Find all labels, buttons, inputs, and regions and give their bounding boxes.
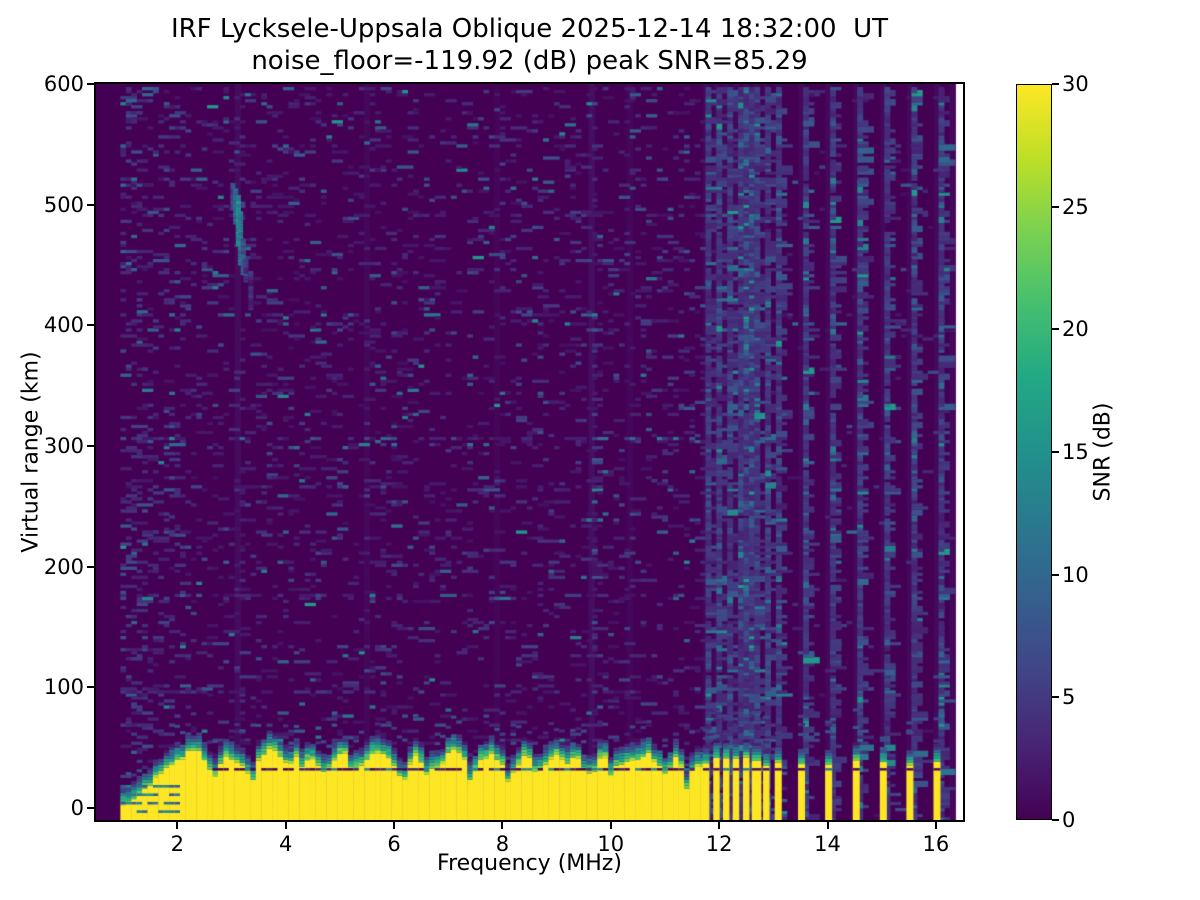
x-tick-label: 16 [922, 832, 950, 856]
y-tick-mark [87, 686, 94, 689]
y-tick-label: 400 [43, 313, 84, 338]
x-tick-label: 2 [170, 832, 184, 856]
x-tick-label: 12 [705, 832, 733, 856]
y-tick-mark [87, 83, 94, 85]
y-tick-mark [87, 565, 94, 568]
y-tick-label: 300 [43, 433, 84, 458]
y-tick-mark [87, 806, 94, 809]
x-tick-mark [826, 822, 829, 829]
x-tick-label: 8 [495, 832, 510, 856]
colorbar-tick-mark [1052, 819, 1059, 821]
x-tick-label: 14 [814, 832, 841, 856]
colorbar-tick-mark [1052, 205, 1059, 208]
colorbar-tick-label: 5 [1062, 685, 1076, 710]
x-tick-label: 6 [387, 832, 401, 856]
ionogram-heatmap [96, 84, 963, 820]
x-tick-mark [284, 822, 287, 829]
y-tick-mark [87, 324, 94, 327]
colorbar-tick-label: 15 [1062, 440, 1089, 464]
colorbar-tick-mark [1052, 573, 1059, 576]
y-tick-label: 600 [43, 72, 84, 96]
y-tick-mark [87, 444, 94, 447]
x-tick-mark [934, 822, 937, 829]
x-axis-label: Frequency (MHz) [437, 851, 622, 876]
chart-title: IRF Lycksele-Uppsala Oblique 2025-12-14 … [170, 14, 889, 44]
colorbar-tick-label: 30 [1062, 72, 1089, 96]
y-tick-mark [87, 203, 94, 206]
y-tick-label: 500 [43, 192, 84, 217]
colorbar-tick-mark [1052, 451, 1059, 453]
colorbar-tick-label: 25 [1062, 194, 1089, 219]
x-tick-mark [718, 822, 721, 829]
chart-subtitle: noise_floor=-119.92 (dB) peak SNR=85.29 [251, 46, 808, 76]
x-tick-mark [501, 822, 504, 829]
colorbar-tick-mark [1052, 83, 1059, 85]
y-tick-label: 0 [70, 795, 84, 820]
x-tick-mark [609, 822, 612, 829]
y-tick-label: 200 [43, 554, 84, 579]
colorbar-tick-mark [1052, 696, 1059, 699]
x-tick-mark [393, 822, 396, 829]
colorbar [1016, 84, 1052, 820]
x-tick-label: 4 [278, 832, 293, 856]
x-tick-mark [176, 822, 179, 829]
colorbar-tick-label: 20 [1062, 317, 1089, 342]
colorbar-tick-label: 10 [1062, 562, 1089, 587]
colorbar-tick-label: 0 [1062, 808, 1076, 832]
y-tick-label: 100 [43, 675, 84, 700]
x-tick-label: 10 [597, 832, 625, 856]
colorbar-tick-mark [1052, 328, 1059, 331]
